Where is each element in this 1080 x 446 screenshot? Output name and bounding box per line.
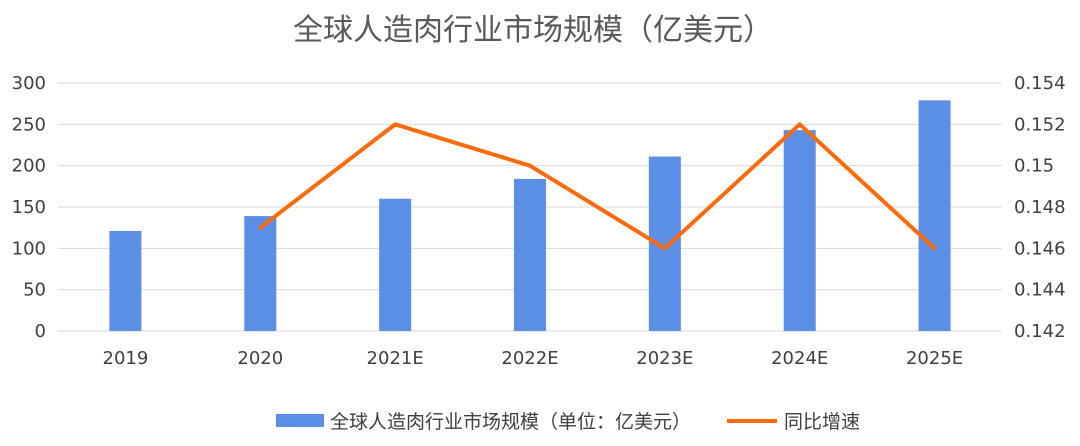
x-tick-label: 2024E: [771, 348, 828, 369]
bar: [379, 198, 412, 331]
x-tick-label: 2023E: [636, 348, 693, 369]
x-tick-label: 2022E: [501, 348, 558, 369]
left-tick-label: 200: [12, 156, 46, 177]
bar: [783, 130, 816, 331]
right-tick-label: 0.148: [1014, 197, 1066, 218]
x-tick-label: 2020: [237, 348, 283, 369]
x-axis-ticks: 2019 2020 2021E 2022E 2023E 2024E 2025E: [103, 348, 964, 369]
right-axis-ticks: 0.142 0.144 0.146 0.148 0.15 0.152 0.154: [1014, 73, 1066, 342]
chart-title: 全球人造肉行业市场规模（亿美元）: [293, 13, 773, 48]
x-tick-label: 2019: [103, 348, 149, 369]
legend: 全球人造肉行业市场规模（单位：亿美元） 同比增速: [276, 411, 860, 433]
left-tick-label: 0: [35, 321, 46, 342]
right-tick-label: 0.142: [1014, 321, 1066, 342]
right-tick-label: 0.144: [1014, 280, 1066, 301]
x-tick-label: 2021E: [367, 348, 424, 369]
bar: [109, 230, 142, 331]
legend-bar-swatch: [276, 414, 324, 427]
left-tick-label: 250: [12, 114, 46, 135]
right-tick-label: 0.146: [1014, 238, 1066, 259]
right-tick-label: 0.152: [1014, 114, 1066, 135]
left-tick-label: 50: [23, 280, 46, 301]
legend-bar-label: 全球人造肉行业市场规模（单位：亿美元）: [330, 411, 691, 433]
bar: [918, 100, 951, 331]
left-axis-ticks: 0 50 100 150 200 250 300: [12, 73, 46, 342]
legend-line-label: 同比增速: [784, 411, 860, 433]
growth-line: [258, 122, 937, 251]
left-tick-label: 300: [12, 73, 46, 94]
bar: [514, 178, 546, 331]
left-tick-label: 150: [12, 197, 46, 218]
right-tick-label: 0.154: [1014, 73, 1066, 94]
bar: [244, 216, 277, 331]
line-series: [258, 122, 937, 251]
x-tick-label: 2025E: [906, 348, 963, 369]
bar-series: [109, 100, 951, 331]
left-tick-label: 100: [12, 238, 46, 259]
right-tick-label: 0.15: [1014, 156, 1054, 177]
